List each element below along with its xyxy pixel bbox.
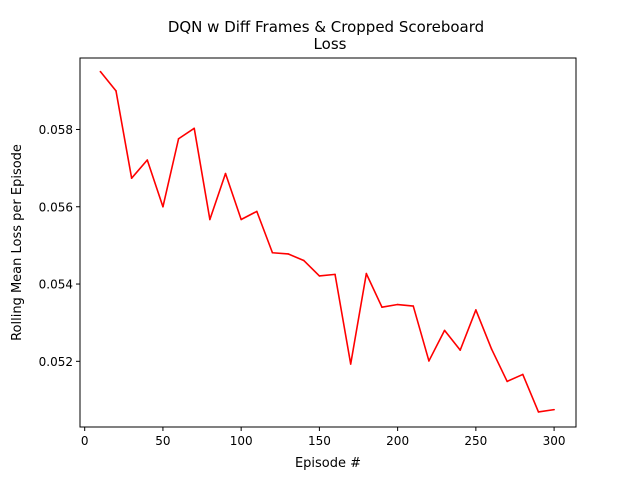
chart-title-line-1: DQN w Diff Frames & Cropped Scoreboard <box>168 18 484 36</box>
y-tick-label: 0.056 <box>39 200 73 214</box>
data-point <box>162 205 164 208</box>
x-axis-label: Episode # <box>295 456 361 471</box>
plot-area <box>99 70 555 413</box>
data-point <box>224 172 227 175</box>
chart-title-line-2: Loss <box>314 35 347 53</box>
data-point <box>537 411 540 413</box>
data-point <box>209 218 211 221</box>
axes-frame <box>79 57 577 428</box>
data-point <box>381 306 383 309</box>
data-point <box>287 253 289 255</box>
x-tick-label: 200 <box>386 434 409 448</box>
series-line <box>99 71 555 413</box>
data-point <box>256 210 258 213</box>
x-tick-label: 0 <box>81 434 89 448</box>
y-tick-label: 0.052 <box>39 355 73 369</box>
data-point <box>240 218 242 221</box>
data-point <box>115 90 117 92</box>
x-tick-label: 150 <box>308 434 331 448</box>
data-point <box>271 251 274 254</box>
data-point <box>177 137 180 140</box>
x-tick-label: 100 <box>230 434 253 448</box>
data-point <box>522 373 524 376</box>
data-point <box>349 363 352 365</box>
data-point <box>412 305 415 307</box>
data-point <box>443 329 446 332</box>
data-point <box>365 272 368 275</box>
data-point <box>318 275 321 277</box>
y-axis-label: Rolling Mean Loss per Episode <box>10 144 25 341</box>
x-tick-label: 250 <box>464 434 487 448</box>
data-point <box>146 159 149 161</box>
data-point <box>193 127 196 130</box>
data-point <box>99 70 102 73</box>
data-point <box>506 380 508 383</box>
data-point <box>396 303 399 306</box>
data-point <box>334 273 336 276</box>
y-tick-label: 0.058 <box>39 123 73 137</box>
data-point <box>428 360 430 362</box>
data-point <box>490 348 493 350</box>
data-point <box>475 309 477 311</box>
data-point <box>130 177 133 179</box>
x-tick-label: 50 <box>155 434 170 448</box>
data-point <box>553 408 555 411</box>
data-point <box>459 349 462 351</box>
y-tick-label: 0.054 <box>39 278 73 292</box>
x-tick-label: 300 <box>543 434 566 448</box>
data-point <box>302 259 305 262</box>
